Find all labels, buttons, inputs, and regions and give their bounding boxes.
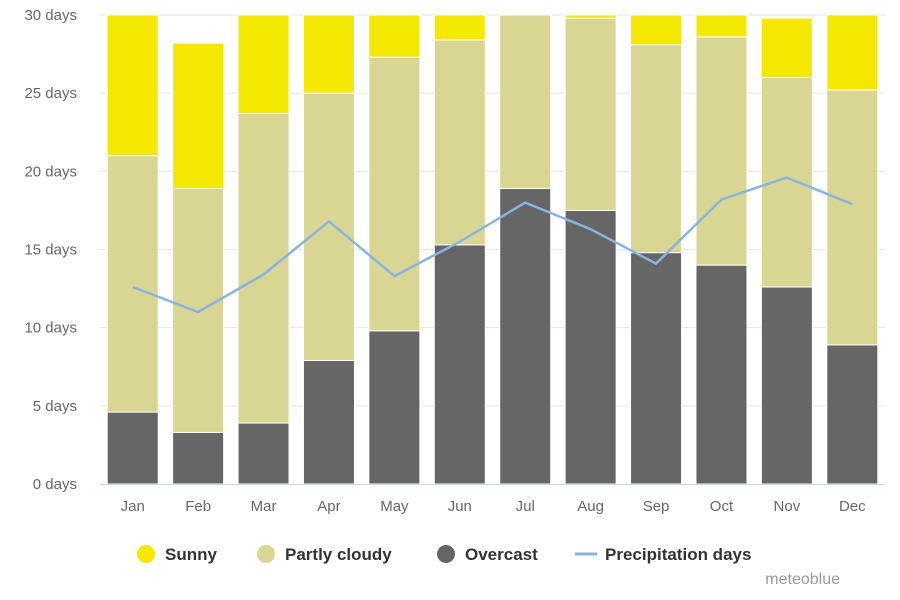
bar-segment-overcast[interactable] — [695, 264, 748, 485]
x-tick-label: Nov — [774, 498, 801, 515]
bar-segment-partly-cloudy[interactable] — [564, 17, 617, 211]
x-tick-label: May — [380, 498, 409, 515]
legend-label: Partly cloudy — [285, 545, 392, 564]
precipitation-days-line[interactable] — [132, 176, 853, 314]
bar-segment-partly-cloudy[interactable] — [302, 92, 355, 361]
bar-segment-partly-cloudy[interactable] — [695, 36, 748, 266]
legend-label: Overcast — [465, 545, 538, 564]
bar-segment-sunny[interactable] — [826, 14, 879, 91]
legend-item-overcast[interactable]: Overcast — [437, 545, 538, 564]
x-tick-label: Feb — [185, 498, 211, 515]
bar-segment-overcast[interactable] — [302, 359, 355, 485]
bar-segment-overcast[interactable] — [826, 344, 879, 485]
x-tick-label: Jan — [121, 498, 145, 515]
legend-label: Precipitation days — [605, 545, 751, 564]
bar-segment-overcast[interactable] — [433, 244, 486, 485]
bar-segment-overcast[interactable] — [368, 330, 421, 485]
y-tick-label: 15 days — [24, 242, 77, 259]
bar-segment-overcast[interactable] — [630, 252, 683, 485]
y-tick-label: 0 days — [33, 476, 77, 493]
bar-segment-sunny[interactable] — [433, 14, 486, 41]
bar-segment-sunny[interactable] — [368, 14, 421, 58]
bar-segment-overcast[interactable] — [106, 411, 159, 485]
bar-segment-partly-cloudy[interactable] — [368, 56, 421, 332]
bar-segment-overcast[interactable] — [499, 188, 552, 485]
bar-segment-partly-cloudy[interactable] — [106, 155, 159, 413]
legend-item-partly-cloudy[interactable]: Partly cloudy — [257, 545, 392, 564]
x-tick-label: Apr — [317, 498, 340, 515]
x-tick-label: Mar — [251, 498, 277, 515]
bar-segment-sunny[interactable] — [106, 14, 159, 157]
bar-segment-overcast[interactable] — [564, 209, 617, 485]
bar-segment-sunny[interactable] — [695, 14, 748, 38]
y-tick-label: 20 days — [24, 163, 77, 180]
bar-segment-partly-cloudy[interactable] — [237, 112, 290, 424]
bar-segment-partly-cloudy[interactable] — [172, 188, 225, 433]
y-tick-label: 10 days — [24, 320, 77, 337]
bars — [106, 14, 879, 485]
legend-item-precipitation-days[interactable]: Precipitation days — [575, 545, 751, 564]
x-tick-label: Jul — [516, 498, 535, 515]
legend-marker — [257, 545, 275, 563]
bar-segment-overcast[interactable] — [172, 431, 225, 485]
bar-segment-partly-cloudy[interactable] — [499, 14, 552, 190]
bar-segment-sunny[interactable] — [564, 14, 617, 19]
x-tick-label: Sep — [643, 498, 670, 515]
legend-label: Sunny — [165, 545, 217, 564]
x-tick-label: Jun — [448, 498, 472, 515]
y-tick-label: 25 days — [24, 85, 77, 102]
legend-marker — [437, 545, 455, 563]
bar-segment-overcast[interactable] — [760, 286, 813, 485]
x-axis-ticks: Jan Feb Mar Apr May Jun Jul Aug Sep Oct Nov Dec — [121, 498, 867, 515]
bar-segment-sunny[interactable] — [172, 42, 225, 190]
x-tick-label: Dec — [839, 498, 866, 515]
bar-segment-partly-cloudy[interactable] — [433, 39, 486, 246]
y-tick-label: 5 days — [33, 398, 77, 415]
x-tick-label: Oct — [710, 498, 734, 515]
y-tick-label: 30 days — [24, 7, 77, 24]
bar-segment-partly-cloudy[interactable] — [826, 89, 879, 346]
credit-text[interactable]: meteoblue — [765, 571, 840, 588]
bar-segment-overcast[interactable] — [237, 422, 290, 485]
legend: Sunny Partly cloudy Overcast Precipitation … — [137, 545, 751, 564]
y-axis-ticks: 0 days 5 days 10 days 15 days 20 days 25 days… — [24, 7, 77, 493]
x-tick-label: Aug — [577, 498, 604, 515]
bar-segment-partly-cloudy[interactable] — [630, 44, 683, 254]
grid-lines — [100, 14, 885, 407]
precipitation-line-layer — [132, 176, 853, 314]
legend-item-sunny[interactable]: Sunny — [137, 545, 217, 564]
legend-marker — [137, 545, 155, 563]
bar-segment-sunny[interactable] — [630, 14, 683, 46]
bar-segment-sunny[interactable] — [237, 14, 290, 114]
bar-segment-sunny[interactable] — [302, 14, 355, 94]
bar-segment-sunny[interactable] — [760, 17, 813, 79]
